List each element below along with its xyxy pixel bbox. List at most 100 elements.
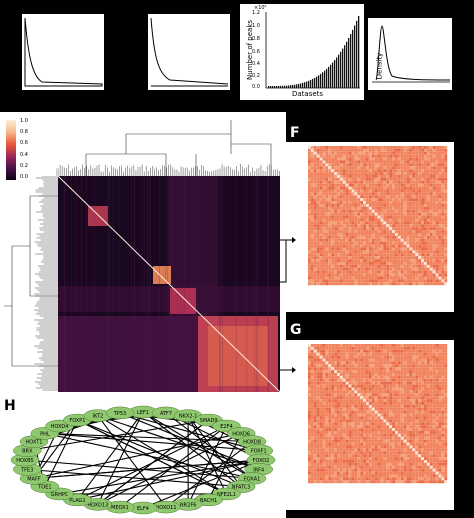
mini-cell	[392, 163, 395, 167]
mini-cell	[429, 157, 433, 161]
mini-cell	[351, 221, 355, 225]
mini-cell	[392, 460, 395, 463]
mini-cell	[400, 279, 404, 283]
mini-cell	[421, 442, 424, 446]
mini-cell	[374, 387, 378, 391]
mini-cell	[397, 428, 401, 431]
mini-cell	[421, 344, 424, 347]
mini-cell	[337, 273, 340, 277]
mini-cell	[377, 279, 381, 283]
mini-cell	[397, 273, 401, 277]
mini-cell	[351, 154, 355, 158]
mini-cell	[424, 460, 427, 463]
mini-cell	[386, 244, 390, 248]
mini-cell	[389, 358, 393, 362]
mini-cell	[366, 344, 369, 347]
mini-cell	[331, 192, 335, 196]
mini-cell	[392, 352, 395, 356]
mini-cell	[345, 157, 349, 161]
mini-cell	[360, 439, 364, 443]
mini-cell	[403, 358, 407, 362]
mini-cell	[392, 407, 395, 411]
mini-cell	[357, 183, 361, 187]
mini-cell	[397, 439, 401, 443]
mini-cell	[432, 433, 436, 437]
mini-cell	[351, 256, 355, 260]
mini-cell	[429, 235, 433, 239]
mini-cell	[429, 396, 433, 400]
mini-cell	[383, 169, 387, 173]
mini-cell	[386, 442, 390, 446]
mini-cell	[313, 381, 317, 385]
mini-cell	[409, 282, 413, 286]
mini-cell	[380, 259, 384, 262]
mini-cell	[383, 448, 387, 452]
mini-cell	[429, 373, 433, 376]
mini-cell	[386, 157, 390, 161]
mini-cell	[383, 344, 387, 347]
mini-cell	[348, 396, 352, 400]
mini-cell	[429, 186, 433, 190]
mini-cell	[432, 209, 436, 213]
mini-cell	[374, 279, 378, 283]
mini-cell	[403, 186, 407, 190]
mini-cell	[325, 157, 329, 161]
mini-cell	[366, 195, 369, 199]
mini-cell	[380, 375, 384, 379]
mini-cell	[380, 370, 384, 373]
mini-cell	[395, 221, 398, 225]
mini-cell	[310, 195, 314, 199]
mini-cell	[310, 474, 314, 478]
mini-cell	[313, 259, 317, 262]
mini-cell	[415, 462, 419, 466]
mini-cell	[424, 451, 427, 455]
mini-cell	[444, 209, 448, 213]
mini-cell	[444, 413, 448, 417]
mini-cell	[371, 344, 375, 347]
mini-cell	[316, 474, 320, 478]
mini-cell	[360, 448, 364, 452]
mini-cell	[415, 361, 419, 365]
mini-cell	[345, 146, 349, 149]
mini-cell	[389, 361, 393, 365]
mini-cell	[357, 462, 361, 466]
mini-cell	[351, 204, 355, 207]
mini-cell	[377, 267, 381, 271]
mini-cell	[337, 399, 340, 402]
mini-cell	[429, 416, 433, 420]
mini-cell	[316, 477, 320, 481]
mini-cell	[339, 262, 343, 265]
mini-cell	[424, 270, 427, 274]
mini-cell	[360, 419, 364, 423]
mini-cell	[368, 393, 372, 397]
mini-cell	[432, 273, 436, 277]
peak-bar	[342, 48, 344, 88]
mini-cell	[415, 480, 419, 484]
mini-cell	[374, 241, 378, 245]
mini-cell	[325, 224, 329, 228]
mini-cell	[360, 387, 364, 391]
mini-cell	[337, 172, 340, 175]
mini-cell	[412, 355, 416, 359]
mini-cell	[308, 399, 311, 402]
panel-F-letter: F	[290, 125, 300, 141]
peak-bar	[326, 68, 328, 88]
mini-cell	[308, 221, 311, 225]
mini-cell	[426, 454, 430, 458]
mini-cell	[426, 189, 430, 193]
mini-cell	[415, 407, 419, 411]
mini-cell	[328, 404, 332, 408]
mini-cell	[308, 471, 311, 475]
mini-cell	[322, 241, 326, 245]
mini-cell	[374, 396, 378, 400]
mini-cell	[380, 445, 384, 449]
mini-cell	[331, 378, 335, 382]
peak-bar	[350, 34, 352, 88]
mini-cell	[325, 399, 329, 402]
mini-cell	[339, 433, 343, 437]
mini-cell	[308, 201, 311, 204]
mini-cell	[334, 346, 337, 350]
mini-cell	[424, 192, 427, 196]
mini-cell	[435, 209, 439, 213]
mini-cell	[435, 276, 439, 280]
